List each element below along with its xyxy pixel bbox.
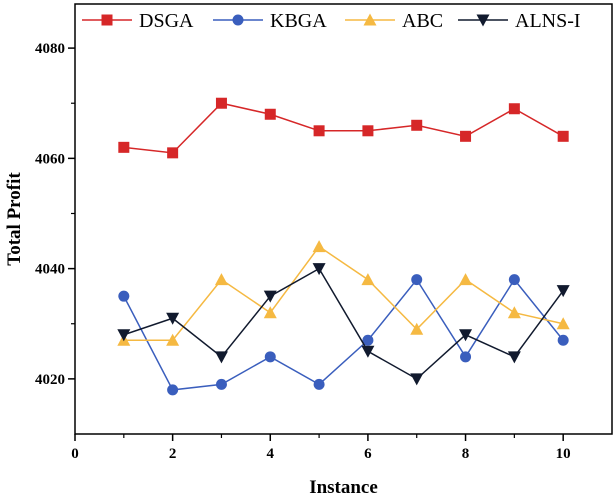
data-point-abc (507, 306, 521, 319)
data-point-abc (556, 317, 570, 330)
data-point-kbga (411, 274, 423, 286)
series-dsga (118, 97, 569, 159)
y-tick-label: 4080 (35, 41, 65, 57)
data-point-kbga (167, 384, 179, 396)
data-point-alns-i (556, 285, 570, 298)
x-tick-label: 4 (267, 446, 275, 462)
data-point-alns-i (507, 351, 521, 364)
data-point-dsga (362, 125, 374, 137)
legend: DSGA KBGA ABC ALNS-I (82, 10, 581, 32)
data-point-alns-i (263, 290, 277, 303)
x-tick-label: 8 (462, 446, 470, 462)
data-point-alns-i (361, 345, 375, 358)
data-point-alns-i (117, 329, 131, 342)
series-alns-i (117, 263, 570, 386)
data-point-dsga (215, 97, 227, 109)
axes: 0 2 4 6 8 10 4020 4040 4060 4080 (35, 3, 613, 462)
data-point-dsga (508, 103, 520, 115)
x-tick-label: 2 (169, 446, 177, 462)
data-point-kbga (118, 290, 130, 302)
y-tick-label: 4020 (35, 372, 65, 388)
data-point-kbga (215, 378, 227, 390)
data-point-alns-i (312, 263, 326, 276)
data-point-abc (263, 306, 277, 319)
data-point-dsga (557, 130, 569, 142)
series-line-abc (123, 245, 564, 342)
data-point-kbga (508, 274, 520, 286)
legend-marker-dsga (101, 14, 113, 26)
data-point-alns-i (459, 329, 473, 342)
data-point-kbga (557, 334, 569, 346)
data-point-kbga (264, 351, 276, 363)
data-point-alns-i (214, 351, 228, 364)
data-point-abc (214, 273, 228, 286)
legend-marker-alns-i (476, 14, 490, 27)
data-point-dsga (118, 141, 130, 153)
legend-entry-alns-i: ALNS-I (458, 10, 581, 32)
data-point-abc (312, 240, 326, 253)
data-point-abc (459, 273, 473, 286)
y-tick-label: 4040 (35, 262, 65, 278)
data-point-abc (166, 333, 180, 346)
series-abc (117, 240, 570, 346)
data-point-kbga (362, 334, 374, 346)
plot-frame (74, 3, 613, 435)
data-point-abc (361, 273, 375, 286)
series-line-kbga (123, 278, 564, 391)
series-line-dsga (123, 102, 564, 154)
data-point-dsga (411, 119, 423, 131)
data-point-dsga (313, 125, 325, 137)
data-point-dsga (460, 130, 472, 142)
y-axis-title: Total Profit (4, 172, 25, 266)
x-tick-label: 10 (556, 446, 571, 462)
data-point-abc (410, 322, 424, 335)
legend-entry-dsga: DSGA (82, 10, 194, 32)
legend-label-abc: ABC (402, 10, 443, 32)
data-point-alns-i (166, 312, 180, 325)
legend-label-kbga: KBGA (270, 10, 327, 32)
data-point-dsga (264, 108, 276, 120)
legend-marker-kbga (232, 14, 244, 26)
plot-area (117, 97, 570, 396)
series-line-alns-i (123, 267, 564, 380)
x-tick-label: 0 (71, 446, 79, 462)
data-point-dsga (167, 147, 179, 159)
x-axis-title: Instance (309, 477, 378, 498)
data-point-kbga (460, 351, 472, 363)
legend-marker-abc (363, 13, 377, 26)
legend-entry-kbga: KBGA (213, 10, 327, 32)
legend-entry-abc: ABC (345, 10, 443, 32)
series-kbga (118, 274, 569, 396)
legend-label-alns-i: ALNS-I (515, 10, 581, 32)
x-tick-label: 6 (364, 446, 372, 462)
data-point-alns-i (410, 373, 424, 386)
data-point-kbga (313, 378, 325, 390)
y-tick-label: 4060 (35, 151, 65, 167)
legend-label-dsga: DSGA (139, 10, 194, 32)
